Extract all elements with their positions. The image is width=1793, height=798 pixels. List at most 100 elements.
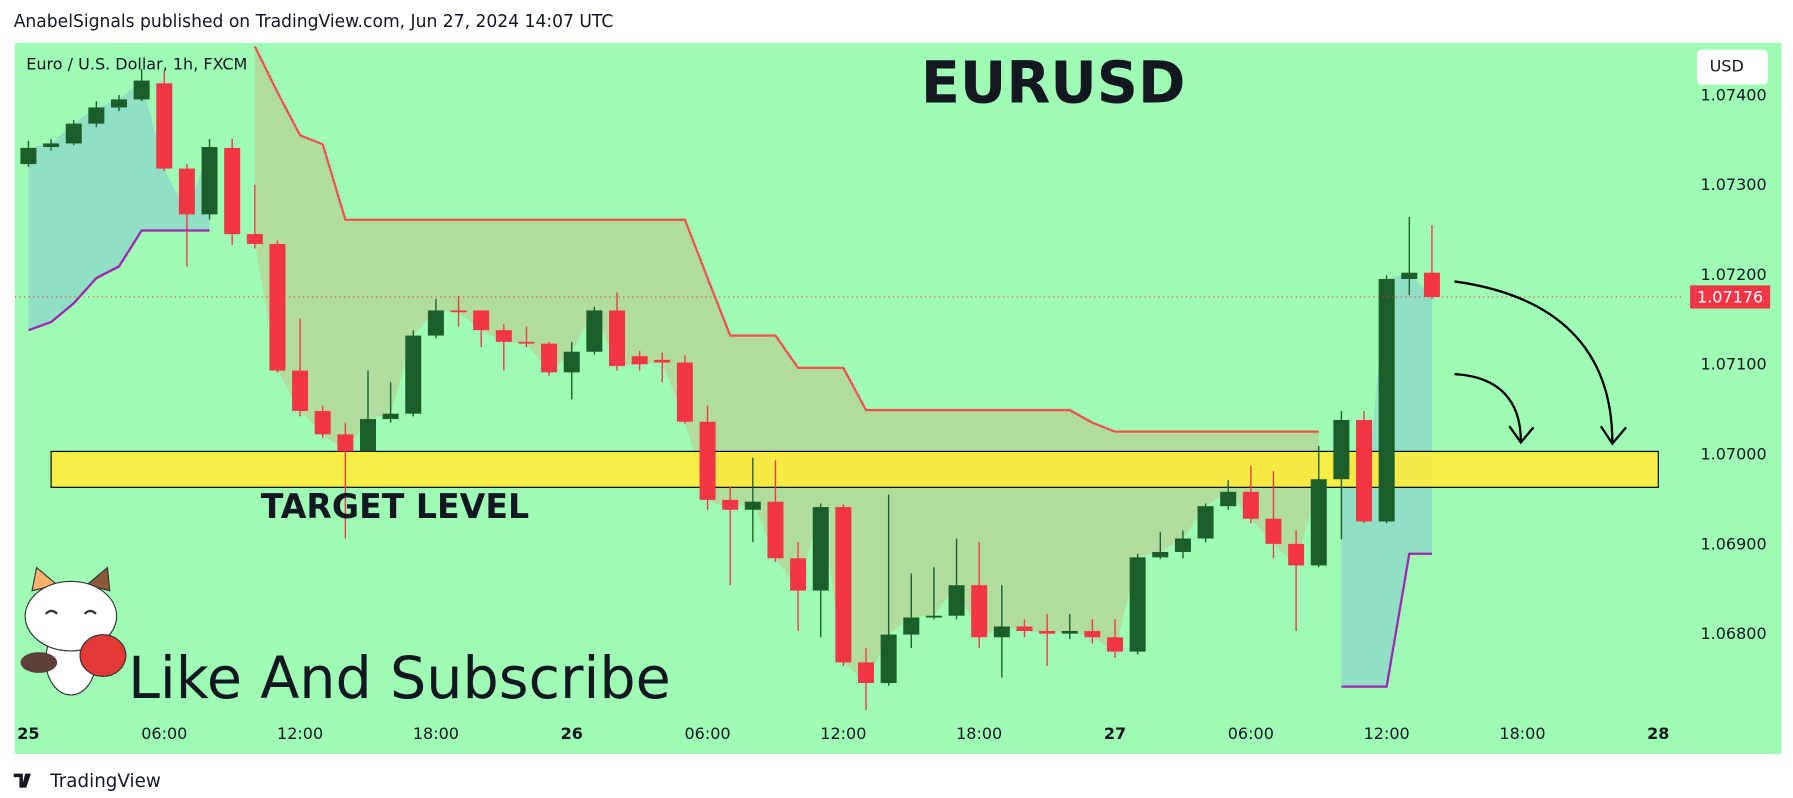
- x-tick-label: 27: [1104, 724, 1126, 743]
- x-tick-label: 18:00: [1499, 724, 1545, 743]
- arrow: [1454, 280, 1614, 443]
- arrow-head: [1508, 425, 1535, 445]
- candle-body: [1356, 419, 1373, 522]
- candle-body: [292, 370, 309, 411]
- candle-body: [1016, 626, 1033, 631]
- candle-body: [676, 362, 693, 422]
- y-tick-label: 1.07100: [1700, 355, 1766, 374]
- candle-body: [699, 421, 716, 500]
- candle-body: [1401, 272, 1418, 280]
- x-tick-label: 18:00: [413, 724, 459, 743]
- currency-button[interactable]: USD: [1696, 49, 1768, 85]
- x-tick-label: 06:00: [141, 724, 187, 743]
- x-tick-label: 18:00: [956, 724, 1002, 743]
- candle-body: [1423, 272, 1440, 297]
- x-tick-label: 12:00: [1364, 724, 1410, 743]
- candle-body: [405, 335, 422, 414]
- candle-body: [20, 147, 37, 165]
- y-tick-label: 1.07200: [1700, 265, 1766, 284]
- candle-body: [563, 351, 580, 373]
- candle-body: [495, 330, 512, 342]
- footer-text: TradingView: [49, 771, 160, 792]
- candle-body: [427, 310, 444, 336]
- y-tick-label: 1.06800: [1700, 624, 1766, 643]
- candle-body: [88, 107, 105, 124]
- x-tick-label: 06:00: [1228, 724, 1274, 743]
- candle-body: [246, 234, 263, 244]
- chart-title: EURUSD: [921, 49, 1186, 116]
- candle-body: [1378, 279, 1395, 522]
- candle-body: [631, 356, 648, 365]
- candle-body: [1107, 637, 1124, 652]
- logo-mark: [13, 773, 31, 788]
- candle-body: [1333, 419, 1350, 480]
- arrows: [1454, 280, 1627, 446]
- footer-logo: TradingView: [13, 771, 161, 792]
- candle-body: [586, 310, 603, 352]
- candle-body: [654, 359, 671, 363]
- candle-body: [1039, 630, 1056, 634]
- candle-body: [925, 615, 942, 618]
- mascot-cup: [79, 634, 127, 677]
- candle-body: [518, 341, 535, 344]
- mascot-eyes: [44, 609, 97, 615]
- candle-body: [224, 147, 241, 235]
- candle-body: [1084, 630, 1101, 638]
- chart-background: [14, 42, 1782, 754]
- candle-body: [1220, 491, 1237, 507]
- candle-body: [178, 168, 195, 215]
- candle-body: [1129, 557, 1146, 652]
- x-tick-label: 06:00: [684, 724, 730, 743]
- x-tick-label: 12:00: [277, 724, 323, 743]
- candle-body: [993, 626, 1010, 638]
- mascot-pot: [20, 652, 58, 673]
- x-tick-label: 12:00: [820, 724, 866, 743]
- candle-body: [337, 434, 354, 452]
- candle-body: [1242, 491, 1259, 519]
- instrument-label: Euro / U.S. Dollar, 1h, FXCM: [26, 54, 247, 73]
- candle-body: [156, 83, 173, 169]
- candle-body: [1152, 551, 1169, 558]
- band-line: [28, 229, 210, 332]
- x-tick-label: 26: [561, 724, 583, 743]
- candle-body: [359, 419, 377, 452]
- x-tick-label: 28: [1647, 724, 1669, 743]
- publish-header: AnabelSignals published on TradingView.c…: [14, 12, 614, 32]
- band-line: [1341, 552, 1432, 688]
- y-tick-label: 1.07300: [1700, 175, 1766, 194]
- candle-body: [835, 507, 852, 663]
- candle-body: [790, 558, 807, 591]
- zone-label: TARGET LEVEL: [261, 487, 529, 526]
- y-tick-label: 1.07400: [1700, 85, 1766, 104]
- candle-body: [65, 123, 82, 144]
- arrow-head: [1599, 425, 1627, 446]
- candle-body: [609, 310, 626, 367]
- x-tick-label: 25: [17, 724, 39, 743]
- candle-body: [201, 147, 218, 215]
- candle-body: [1061, 630, 1078, 634]
- candle-body: [110, 99, 127, 108]
- candle-body: [314, 410, 331, 435]
- candle-body: [1197, 506, 1214, 539]
- candle-body: [767, 501, 784, 559]
- candle-body: [43, 143, 60, 148]
- band-fill: [254, 46, 1319, 684]
- candle-layer: [20, 68, 1440, 710]
- target-zone: [50, 450, 1659, 488]
- y-tick-label: 1.07000: [1700, 444, 1766, 463]
- last-price-label: 1.07176: [1697, 288, 1763, 307]
- candle-body: [450, 310, 467, 313]
- candle-body: [903, 617, 920, 635]
- candle-body: [812, 507, 829, 591]
- mascot: [20, 566, 127, 696]
- arrow: [1454, 372, 1522, 442]
- candle-body: [971, 585, 988, 638]
- y-tick-label: 1.06900: [1700, 534, 1766, 553]
- candle-body: [948, 585, 965, 616]
- currency-label[interactable]: USD: [1710, 57, 1744, 76]
- currency-button-bg[interactable]: [1696, 49, 1768, 85]
- annotation: Like And Subscribe: [128, 645, 671, 712]
- zone-layer: [50, 450, 1659, 488]
